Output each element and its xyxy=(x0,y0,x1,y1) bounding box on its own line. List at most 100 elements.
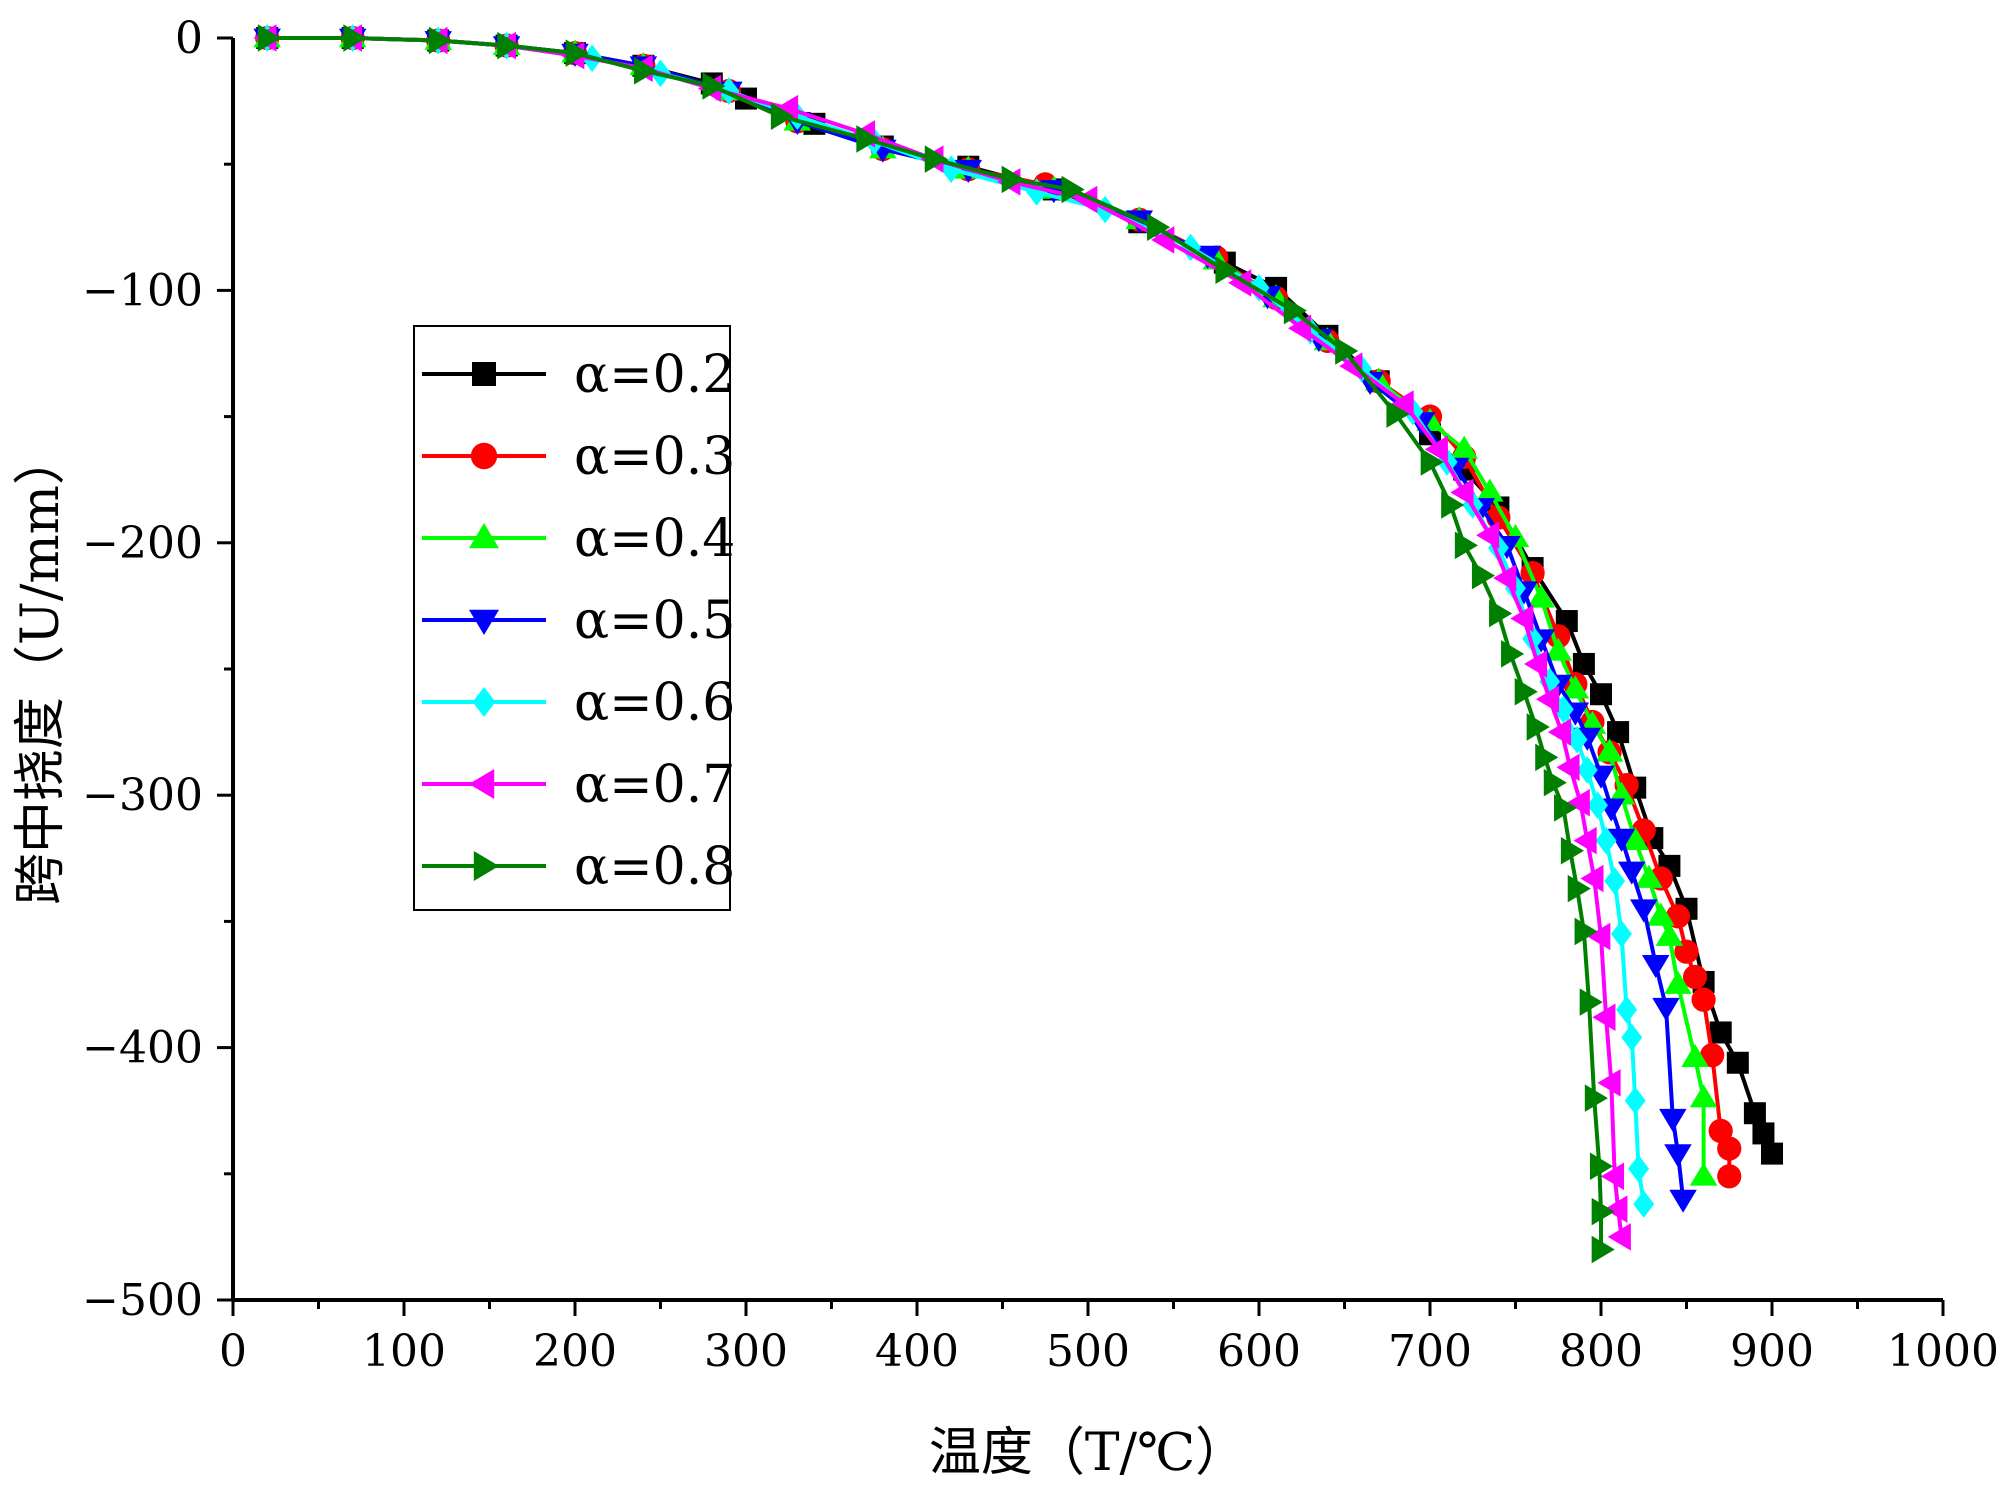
triangle-left-marker xyxy=(1523,650,1548,678)
triangle-up-marker xyxy=(1527,584,1555,608)
triangle-left-marker xyxy=(1476,521,1500,549)
triangle-left-marker xyxy=(1228,269,1252,297)
diamond-marker xyxy=(1624,1086,1646,1115)
y-tick-label: −200 xyxy=(82,518,203,569)
triangle-left-marker xyxy=(1424,435,1448,464)
triangle-right-marker xyxy=(924,145,948,173)
y-tick-label: −300 xyxy=(82,770,203,821)
circle-marker xyxy=(1682,964,1708,990)
triangle-right-marker xyxy=(257,24,281,52)
series-layer xyxy=(253,24,1783,1264)
triangle-up-marker xyxy=(1647,902,1675,926)
triangle-up-marker xyxy=(1664,970,1692,994)
triangle-down-marker xyxy=(1669,1189,1697,1213)
triangle-right-marker xyxy=(1386,400,1410,428)
triangle-left-marker xyxy=(1547,718,1572,746)
x-tick-label: 400 xyxy=(875,1326,959,1377)
square-marker xyxy=(1709,1021,1732,1044)
triangle-right-marker xyxy=(1215,256,1239,284)
triangle-up-marker xyxy=(1476,478,1504,502)
x-tick-label: 800 xyxy=(1559,1326,1643,1377)
legend-entry: α=0.5 xyxy=(422,591,735,651)
y-axis-title: 跨中挠度（U/mm） xyxy=(11,433,71,905)
triangle-right-marker xyxy=(1543,768,1567,797)
triangle-down-marker xyxy=(1659,1108,1687,1133)
triangle-right-marker xyxy=(1471,561,1496,590)
triangle-up-marker xyxy=(1689,1084,1718,1108)
triangle-left-marker xyxy=(1597,1069,1621,1097)
circle-marker xyxy=(1700,1043,1725,1068)
diamond-marker xyxy=(1621,1023,1643,1052)
legend-entry: α=0.6 xyxy=(422,673,735,733)
triangle-right-marker xyxy=(1441,491,1465,519)
triangle-right-marker xyxy=(1589,1152,1614,1180)
x-tick-label: 1000 xyxy=(1887,1326,1999,1377)
circle-marker xyxy=(470,442,498,470)
x-tick-label: 500 xyxy=(1046,1326,1130,1377)
triangle-left-marker xyxy=(469,769,495,799)
triangle-right-marker xyxy=(1001,165,1025,194)
x-tick-label: 700 xyxy=(1388,1326,1472,1377)
triangle-right-marker xyxy=(1501,640,1525,668)
triangle-right-marker xyxy=(1560,836,1584,865)
diamond-marker xyxy=(1611,920,1632,948)
square-marker xyxy=(1572,652,1595,675)
triangle-up-marker xyxy=(1621,826,1649,850)
triangle-right-marker xyxy=(1554,794,1578,822)
x-tick-label: 0 xyxy=(219,1326,247,1377)
triangle-up-marker xyxy=(1689,1162,1718,1186)
diamond-marker xyxy=(940,155,962,183)
triangle-right-marker xyxy=(1283,296,1307,325)
triangle-left-marker xyxy=(1566,789,1590,817)
triangle-right-marker xyxy=(1567,874,1591,903)
triangle-right-marker xyxy=(1591,1235,1615,1264)
triangle-right-marker xyxy=(1061,175,1085,204)
square-marker xyxy=(1743,1102,1766,1125)
square-marker xyxy=(472,362,496,386)
square-marker xyxy=(1726,1051,1749,1074)
triangle-right-marker xyxy=(856,125,880,153)
legend-label: α=0.4 xyxy=(574,509,735,569)
triangle-down-marker xyxy=(469,609,499,635)
triangle-left-marker xyxy=(1450,478,1474,507)
triangle-down-marker xyxy=(1630,899,1658,923)
triangle-right-marker xyxy=(1489,599,1513,628)
circle-marker xyxy=(1717,1136,1742,1161)
diamond-marker xyxy=(1576,756,1598,784)
square-marker xyxy=(1752,1122,1775,1145)
legend-label: α=0.8 xyxy=(574,837,735,897)
triangle-right-marker xyxy=(473,851,499,881)
triangle-right-marker xyxy=(1574,917,1598,946)
triangle-right-marker xyxy=(428,26,452,55)
triangle-up-marker xyxy=(1595,738,1624,762)
triangle-right-marker xyxy=(702,72,726,100)
triangle-left-marker xyxy=(1074,185,1098,214)
triangle-right-marker xyxy=(770,102,794,130)
triangle-down-marker xyxy=(1618,861,1646,885)
circle-marker xyxy=(1717,1164,1742,1189)
triangle-down-marker xyxy=(1641,954,1670,979)
square-marker xyxy=(1590,683,1612,706)
triangle-right-marker xyxy=(1526,713,1550,741)
x-tick-label: 600 xyxy=(1217,1326,1301,1377)
y-tick-label: −500 xyxy=(82,1275,203,1326)
triangle-right-marker xyxy=(343,24,367,52)
triangle-down-marker xyxy=(1664,1144,1692,1168)
diamond-marker xyxy=(1566,725,1588,754)
legend-entry: α=0.8 xyxy=(422,837,735,897)
x-axis-title: 温度（T/℃） xyxy=(929,1423,1247,1483)
diamond-marker xyxy=(1587,791,1609,820)
y-tick-label: −400 xyxy=(82,1023,203,1074)
triangle-right-marker xyxy=(1335,337,1359,365)
legend-entry: α=0.4 xyxy=(422,509,735,569)
triangle-right-marker xyxy=(1584,1084,1608,1112)
x-tick-label: 200 xyxy=(533,1326,617,1377)
triangle-left-marker xyxy=(1580,864,1604,893)
circle-marker xyxy=(1691,987,1716,1012)
diamond-marker xyxy=(1633,1190,1655,1218)
triangle-down-marker xyxy=(1607,828,1636,852)
triangle-right-marker xyxy=(634,57,658,85)
triangle-right-marker xyxy=(1420,448,1444,476)
triangle-left-marker xyxy=(1592,1003,1616,1032)
